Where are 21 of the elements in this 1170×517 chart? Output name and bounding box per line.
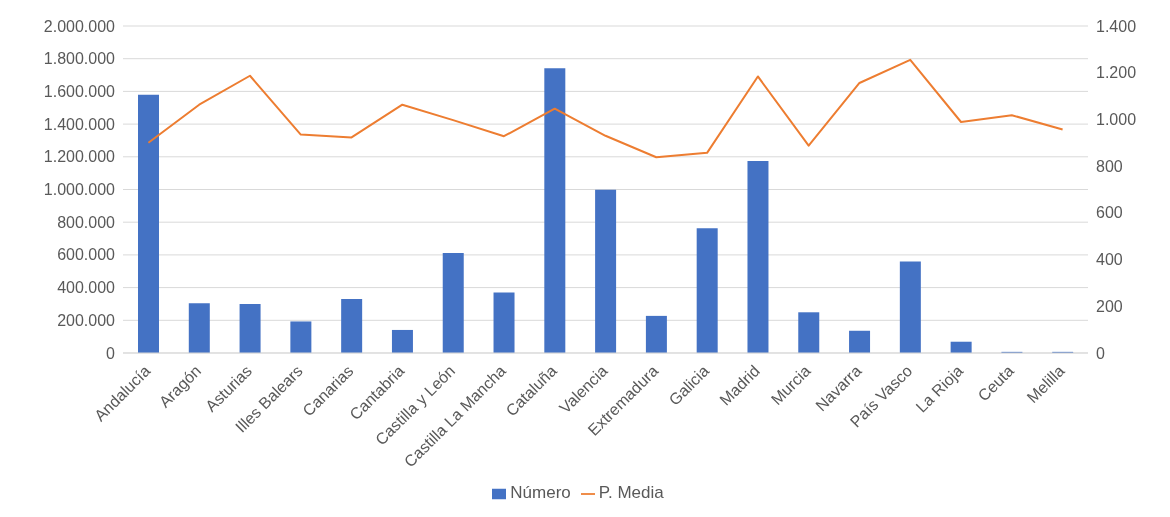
y-tick-label: 1.800.000 [43, 50, 116, 68]
y2-tick-label: 600 [1096, 204, 1123, 222]
y-tick-label: 2.000.000 [43, 17, 116, 35]
y2-tick-label: 200 [1096, 297, 1123, 315]
y2-tick-label: 1.200 [1096, 64, 1137, 82]
y-tick-label: 400.000 [57, 279, 116, 297]
legend-label: P. Media [598, 483, 664, 502]
y-tick-label: 1.400.000 [43, 115, 116, 133]
y-tick-label: 0 [106, 344, 116, 362]
y-tick-label: 1.000.000 [43, 181, 116, 198]
y-tick-label: 1.200.000 [43, 148, 116, 166]
y2-tick-label: 400 [1096, 251, 1123, 269]
y-tick-label: 1.600.000 [43, 82, 116, 100]
y-tick-label: 800.000 [57, 213, 116, 231]
y-tick-label: 600.000 [57, 246, 116, 264]
y-tick-label: 200.000 [57, 311, 116, 329]
legend-label: Número [510, 483, 571, 502]
y2-tick-label: 1.000 [1096, 110, 1137, 128]
y2-tick-label: 1.400 [1096, 17, 1137, 35]
y2-tick-label: 0 [1096, 344, 1105, 362]
y2-tick-label: 800 [1096, 157, 1123, 175]
